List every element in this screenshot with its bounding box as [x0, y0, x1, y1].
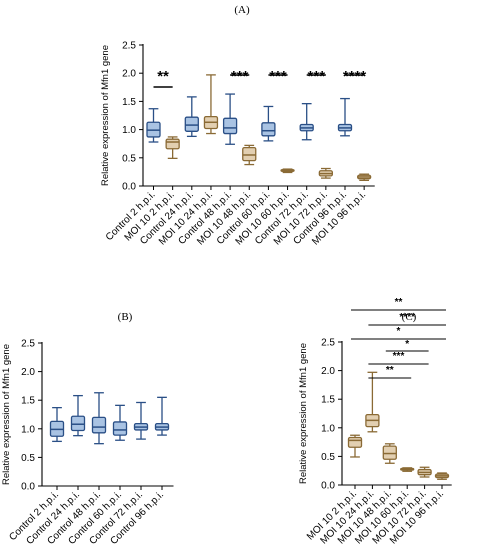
box-iqr	[347, 436, 363, 448]
box-control	[146, 108, 161, 143]
y-tick-label: 2.0	[21, 367, 35, 378]
significance-label: ***	[308, 68, 326, 85]
box-control	[299, 103, 314, 141]
box-iqr	[222, 117, 238, 135]
y-tick-label: 0.0	[21, 482, 35, 493]
y-tick-label: 2.0	[321, 366, 335, 377]
box-iqr	[165, 138, 180, 150]
box-moi	[400, 467, 415, 472]
box-control	[49, 406, 65, 443]
box-control	[91, 392, 107, 445]
box-iqr	[261, 122, 276, 137]
y-axis-label: Relative expression of Mfn1 gene	[1, 344, 12, 485]
panel-label: (B)	[118, 311, 133, 323]
y-tick-label: 0.5	[21, 453, 35, 464]
significance-label: **	[395, 297, 403, 308]
box-iqr	[112, 421, 128, 436]
significance-label: **	[157, 68, 169, 85]
significance-label: *	[397, 326, 401, 337]
box-moi	[356, 173, 372, 182]
y-tick-label: 0.0	[122, 182, 136, 193]
y-tick-label: 2.5	[122, 41, 136, 52]
y-tick-label: 0.5	[122, 153, 136, 164]
y-tick-label: 1.5	[122, 97, 136, 108]
box-moi	[280, 168, 295, 174]
box-moi	[347, 434, 363, 458]
y-tick-label: 2.0	[122, 69, 136, 80]
y-tick-label: 1.0	[321, 423, 335, 434]
box-iqr	[91, 416, 107, 434]
y-tick-label: 2.5	[21, 339, 35, 350]
significance-label: *	[405, 339, 409, 350]
significance-label: ***	[269, 68, 287, 85]
y-tick-label: 1.0	[122, 125, 136, 136]
y-tick-label: 2.5	[321, 338, 335, 349]
panel-c: (C) 0.0 0.5 1.0 1.5 2.0 2.5 Relative expression…	[298, 297, 452, 546]
box-control	[154, 396, 170, 436]
box-control	[70, 394, 86, 437]
box-control	[133, 401, 149, 440]
box-iqr	[242, 146, 257, 162]
panel-b: (B) 0.0 0.5 1.0 1.5 2.0 2.5 Relative expression…	[1, 311, 174, 547]
box-moi	[318, 167, 334, 179]
box-control	[222, 93, 238, 145]
significance-label: **	[386, 365, 394, 376]
box-moi	[382, 443, 397, 464]
panel-a: (A) 0.0 0.5 1.0 1.5 2.0 2.5 Relative expression…	[100, 4, 375, 247]
box-moi	[242, 144, 257, 166]
box-control	[337, 97, 353, 137]
y-tick-label: 1.5	[21, 396, 35, 407]
significance-label: ***	[393, 351, 405, 362]
box-control	[261, 105, 276, 142]
box-control	[184, 96, 199, 138]
y-tick-label: 0.5	[321, 452, 335, 463]
box-iqr	[184, 116, 199, 132]
significance-label: ***	[231, 68, 249, 85]
y-tick-label: 1.5	[321, 395, 335, 406]
box-moi	[203, 74, 219, 135]
y-tick-label: 0.0	[321, 481, 335, 492]
box-moi	[165, 136, 180, 160]
panel-label: (C)	[402, 311, 417, 323]
box-moi	[417, 466, 432, 478]
panel-label: (A)	[234, 4, 250, 16]
significance-label: ****	[343, 68, 367, 85]
box-iqr	[70, 415, 86, 432]
significance-label: ****	[399, 312, 415, 323]
y-tick-label: 1.0	[21, 424, 35, 435]
y-axis-label: Relative expression of Mfn1 gene	[100, 45, 111, 186]
box-moi	[365, 371, 380, 433]
box-iqr	[382, 445, 397, 460]
y-axis-label: Relative expression of Mfn1 gene	[298, 343, 309, 484]
box-moi	[434, 472, 450, 480]
box-control	[112, 404, 128, 441]
